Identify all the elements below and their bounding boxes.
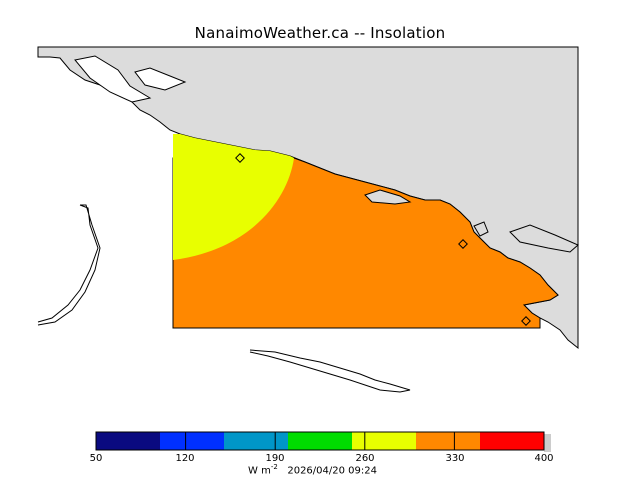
island-north-a — [74, 55, 152, 103]
island-lasqueti — [509, 224, 579, 253]
color-bin-6 — [480, 432, 544, 450]
tick-label-190: 190 — [265, 453, 285, 464]
insolation-field-low — [173, 134, 294, 260]
color-bar — [95, 431, 551, 452]
color-bin-4 — [352, 432, 416, 450]
island-north-b — [134, 67, 187, 91]
island-texada — [364, 189, 412, 205]
station-marker-north[interactable] — [235, 153, 245, 163]
color-bin-1 — [160, 432, 224, 450]
coast-west — [37, 204, 101, 326]
unit-label: W m — [248, 465, 271, 477]
footer-info: W m-2 2026/04/20 09:24 — [248, 463, 377, 476]
timestamp: 2026/04/20 09:24 — [287, 465, 377, 477]
color-bin-0 — [96, 432, 160, 450]
tick-label-50: 50 — [89, 453, 103, 464]
color-bin-2 — [224, 432, 288, 450]
station-marker-south[interactable] — [521, 316, 531, 326]
color-bin-3 — [288, 432, 352, 450]
tick-label-260: 260 — [355, 453, 375, 464]
unit-exponent: -2 — [270, 463, 278, 471]
island-small — [473, 221, 489, 237]
map-title: NanaimoWeather.ca -- Insolation — [194, 24, 446, 42]
station-marker-east[interactable] — [458, 239, 468, 249]
tick-label-400: 400 — [534, 453, 554, 464]
coast-south — [249, 349, 411, 393]
tick-label-120: 120 — [175, 453, 195, 464]
color-bar-shadow — [544, 434, 551, 452]
tick-label-330: 330 — [445, 453, 465, 464]
color-bin-5 — [416, 432, 480, 450]
